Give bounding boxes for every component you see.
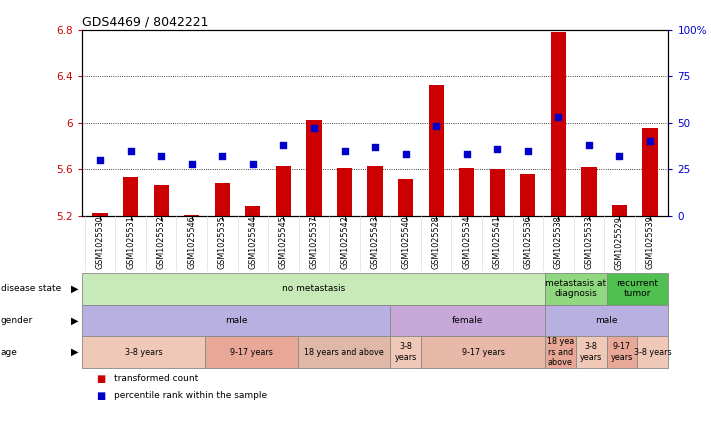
Text: GSM1025543: GSM1025543	[370, 216, 380, 269]
Text: GSM1025544: GSM1025544	[248, 216, 257, 269]
Text: GSM1025539: GSM1025539	[646, 216, 655, 269]
Bar	[154, 186, 169, 216]
Bar	[82, 273, 545, 305]
Text: 9-17
years: 9-17 years	[611, 343, 634, 362]
Text: percentile rank within the sample: percentile rank within the sample	[114, 391, 267, 400]
Text: GSM1025536: GSM1025536	[523, 216, 533, 269]
Point	[552, 114, 564, 121]
Text: GSM1025535: GSM1025535	[218, 216, 227, 269]
Text: GSM1025530: GSM1025530	[95, 216, 105, 269]
Bar	[82, 336, 205, 368]
Text: ▶: ▶	[70, 316, 78, 325]
Point	[491, 146, 503, 152]
Point	[217, 153, 228, 159]
Bar	[245, 206, 260, 216]
Bar	[642, 129, 658, 216]
Text: GSM1025540: GSM1025540	[401, 216, 410, 269]
Text: recurrent
tumor: recurrent tumor	[616, 279, 658, 298]
Text: GSM1025542: GSM1025542	[340, 216, 349, 269]
Text: 3-8
years: 3-8 years	[395, 343, 417, 362]
Text: 9-17 years: 9-17 years	[461, 348, 505, 357]
Point	[370, 143, 381, 150]
Point	[614, 153, 625, 159]
Text: GSM1025534: GSM1025534	[462, 216, 471, 269]
Text: GSM1025528: GSM1025528	[432, 216, 441, 269]
Bar	[205, 336, 298, 368]
Point	[339, 147, 351, 154]
Point	[522, 147, 533, 154]
Text: transformed count: transformed count	[114, 374, 198, 383]
Bar	[298, 336, 390, 368]
Text: GSM1025545: GSM1025545	[279, 216, 288, 269]
Text: ▶: ▶	[70, 347, 78, 357]
Bar	[337, 168, 352, 216]
Bar	[429, 85, 444, 216]
Bar	[545, 336, 576, 368]
Bar	[276, 166, 291, 216]
Bar	[576, 336, 606, 368]
Bar	[422, 336, 545, 368]
Bar	[215, 183, 230, 216]
Point	[186, 160, 198, 167]
Text: GSM1025533: GSM1025533	[584, 216, 594, 269]
Text: no metastasis: no metastasis	[282, 284, 345, 293]
Text: GSM1025538: GSM1025538	[554, 216, 563, 269]
Text: ■: ■	[96, 374, 105, 385]
Text: age: age	[1, 348, 18, 357]
Text: 3-8 years: 3-8 years	[124, 348, 162, 357]
Bar	[490, 169, 505, 216]
Bar	[306, 121, 321, 216]
Text: 18 yea
rs and
above: 18 yea rs and above	[547, 337, 574, 367]
Text: GSM1025546: GSM1025546	[187, 216, 196, 269]
Text: female: female	[452, 316, 483, 325]
Text: metastasis at
diagnosis: metastasis at diagnosis	[545, 279, 606, 298]
Bar	[612, 205, 627, 216]
Text: ▶: ▶	[70, 284, 78, 294]
Text: disease state: disease state	[1, 284, 61, 293]
Point	[644, 138, 656, 145]
Bar	[184, 214, 199, 216]
Point	[278, 142, 289, 148]
Text: ■: ■	[96, 391, 105, 401]
Bar	[390, 305, 545, 336]
Text: GSM1025532: GSM1025532	[156, 216, 166, 269]
Text: GSM1025529: GSM1025529	[615, 216, 624, 269]
Point	[156, 153, 167, 159]
Bar	[582, 167, 597, 216]
Point	[583, 142, 594, 148]
Bar	[520, 174, 535, 216]
Text: GSM1025541: GSM1025541	[493, 216, 502, 269]
Text: 9-17 years: 9-17 years	[230, 348, 273, 357]
Bar	[82, 305, 390, 336]
Text: GDS4469 / 8042221: GDS4469 / 8042221	[82, 16, 208, 28]
Bar	[638, 336, 668, 368]
Bar	[92, 214, 108, 216]
Point	[400, 151, 411, 158]
Bar	[390, 336, 422, 368]
Bar	[551, 32, 566, 216]
Point	[95, 157, 106, 163]
Bar	[459, 168, 474, 216]
Point	[247, 160, 259, 167]
Bar	[606, 336, 638, 368]
Text: male: male	[225, 316, 247, 325]
Point	[430, 123, 442, 130]
Text: 18 years and above: 18 years and above	[304, 348, 384, 357]
Bar	[545, 305, 668, 336]
Bar	[398, 179, 413, 216]
Text: gender: gender	[1, 316, 33, 325]
Text: 3-8 years: 3-8 years	[634, 348, 672, 357]
Bar	[545, 273, 606, 305]
Text: GSM1025531: GSM1025531	[126, 216, 135, 269]
Bar	[368, 166, 383, 216]
Bar	[606, 273, 668, 305]
Text: GSM1025537: GSM1025537	[309, 216, 319, 269]
Point	[309, 125, 320, 132]
Text: 3-8
years: 3-8 years	[580, 343, 602, 362]
Point	[461, 151, 472, 158]
Text: male: male	[595, 316, 618, 325]
Point	[125, 147, 137, 154]
Bar	[123, 177, 138, 216]
